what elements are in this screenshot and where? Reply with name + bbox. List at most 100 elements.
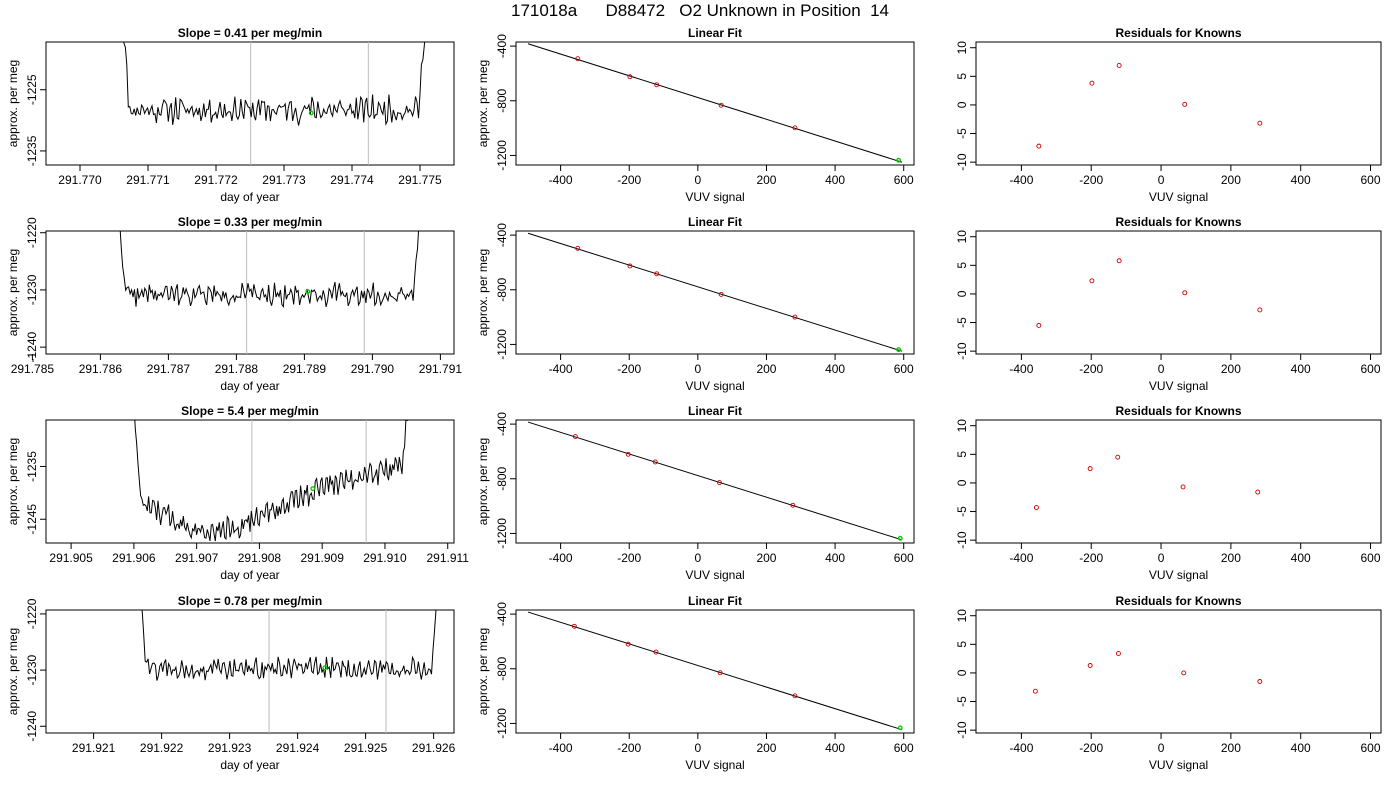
x-tick-label: 291.906 (112, 551, 156, 565)
x-tick-label: 291.909 (300, 551, 344, 565)
y-axis-label: approx. per meg (476, 249, 490, 336)
residual-point (1257, 120, 1263, 126)
x-tick-label: 0 (1158, 741, 1165, 755)
x-tick-label: -400 (1009, 551, 1033, 565)
residual-point (1255, 489, 1261, 495)
x-tick-label: 291.922 (140, 741, 184, 755)
unknown-point (896, 347, 902, 353)
unknown-point (322, 665, 328, 671)
y-tick-label: -1200 (495, 329, 509, 360)
y-tick-label: -400 (495, 223, 509, 247)
x-tick-label: 400 (825, 741, 845, 755)
y-tick-label: -1200 (495, 140, 509, 171)
x-tick-label: 291.911 (426, 551, 469, 565)
y-tick-label: -1235 (25, 135, 39, 166)
y-tick-label: 10 (955, 419, 969, 433)
x-axis-label: day of year (220, 379, 279, 393)
x-tick-label: 291.923 (208, 741, 252, 755)
panel-3-2: Residuals for Knowns -400 -200 0 200 400 600 -1… (955, 594, 1382, 772)
panel-title: Residuals for Knowns (1115, 404, 1241, 418)
y-tick-label: -800 (495, 88, 509, 112)
x-tick-label: 291.907 (175, 551, 219, 565)
plot-frame (975, 419, 1382, 544)
y-tick-label: -10 (955, 531, 969, 549)
y-tick-label: 0 (955, 290, 969, 297)
plot-frame (515, 609, 915, 734)
x-axis-label: VUV signal (1149, 568, 1208, 582)
panel-1-1: Linear Fit -400 -200 0 200 400 600 -400 -800 -120… (476, 215, 915, 393)
x-tick-label: 200 (1221, 362, 1241, 376)
y-tick-label: 0 (955, 101, 969, 108)
panel-2-2: Residuals for Knowns -400 -200 0 200 400 600 -1… (955, 404, 1382, 582)
fit-line (527, 43, 903, 163)
panel-title: Residuals for Knowns (1115, 594, 1241, 608)
x-tick-label: 0 (695, 362, 702, 376)
y-tick-label: 0 (955, 669, 969, 676)
residual-point (1089, 80, 1095, 86)
y-tick-label: -5 (955, 128, 969, 139)
unknown-point (896, 157, 902, 163)
plot-area (1032, 651, 1263, 694)
x-axis-label: VUV signal (1149, 379, 1208, 393)
x-tick-label: -200 (1079, 362, 1103, 376)
x-tick-label: 291.790 (351, 362, 395, 376)
plot-area (1036, 63, 1263, 149)
residual-point (1116, 258, 1122, 264)
plot-frame (45, 419, 455, 544)
x-tick-label: -200 (1079, 741, 1103, 755)
unknown-point (897, 725, 903, 731)
y-tick-label: 5 (955, 262, 969, 269)
panel-title: Linear Fit (688, 404, 742, 418)
signal-trace (119, 231, 420, 308)
residual-point (1033, 505, 1039, 510)
x-axis-label: VUV signal (1149, 190, 1208, 204)
y-tick-label: -800 (495, 656, 509, 680)
y-tick-label: -10 (955, 342, 969, 360)
y-tick-label: -1235 (25, 451, 39, 482)
x-tick-label: -200 (1079, 551, 1103, 565)
x-tick-label: -400 (549, 362, 573, 376)
x-tick-label: 291.771 (126, 173, 170, 187)
figure-title: 171018a D88472 O2 Unknown in Position 14 (510, 1, 890, 20)
fit-line (527, 232, 903, 352)
plot-area (527, 611, 903, 731)
signal-trace (141, 610, 437, 681)
x-tick-label: 200 (756, 741, 776, 755)
y-tick-label: -400 (495, 602, 509, 626)
x-tick-label: 0 (695, 741, 702, 755)
y-axis-label: approx. per meg (476, 438, 490, 525)
y-axis-label: approx. per meg (6, 249, 20, 336)
x-tick-label: 0 (1158, 551, 1165, 565)
unknown-point (310, 486, 316, 492)
x-tick-label: -200 (1079, 173, 1103, 187)
x-tick-label: 291.785 (11, 362, 55, 376)
known-point (575, 56, 581, 62)
x-tick-label: 291.905 (49, 551, 93, 565)
y-tick-label: 5 (955, 641, 969, 648)
x-tick-label: 291.924 (276, 741, 320, 755)
panel-0-1: Linear Fit -400 -200 0 200 400 600 -400 -800 -120… (476, 26, 915, 204)
x-tick-label: 600 (1361, 741, 1381, 755)
x-tick-label: -400 (1009, 362, 1033, 376)
fit-line (527, 611, 903, 731)
panel-3-0: Slope = 0.78 per meg/min 291.921 291.922 29… (6, 594, 456, 772)
x-axis-label: VUV signal (685, 568, 744, 582)
x-axis-label: day of year (220, 758, 279, 772)
x-axis-label: VUV signal (1149, 758, 1208, 772)
x-axis-label: VUV signal (685, 758, 744, 772)
plot-area (527, 43, 903, 163)
unknown-point (308, 110, 314, 116)
y-tick-label: -1200 (495, 518, 509, 549)
x-tick-label: 400 (1291, 741, 1311, 755)
x-tick-label: 0 (695, 551, 702, 565)
y-tick-label: -1240 (25, 711, 39, 742)
known-point (790, 502, 796, 508)
x-axis-label: day of year (220, 568, 279, 582)
y-tick-label: 5 (955, 73, 969, 80)
known-point (654, 82, 660, 88)
panel-2-0: Slope = 5.4 per meg/min 291.905 291.906 291… (6, 404, 469, 582)
x-axis-label: VUV signal (685, 190, 744, 204)
x-tick-label: 0 (1158, 362, 1165, 376)
known-point (717, 670, 723, 676)
